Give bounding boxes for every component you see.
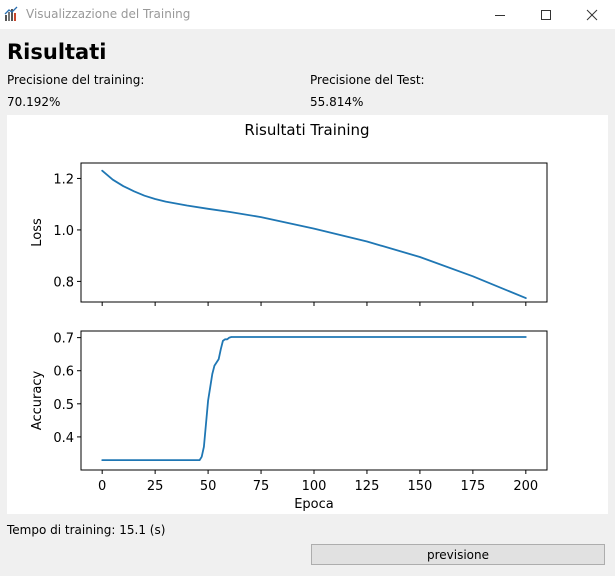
window-title: Visualizzazione del Training [26,7,191,21]
accuracy-plot: 0.4 0.5 0.6 0.7 0 25 50 75 100 125 150 175 200 Accura… [30,330,548,512]
ytick-label-1-0: 0.4 [53,431,74,446]
xtick-label-1-5: 125 [355,479,380,494]
test-accuracy-label: Precisione del Test: [310,73,425,87]
maximize-button[interactable] [523,0,569,29]
chart-title: Risultati Training [244,121,369,139]
plot-frame-1 [80,330,548,471]
close-icon [586,9,598,20]
ylabel-1: Accuracy [30,371,45,431]
ylabel-0: Loss [30,218,45,247]
xlabel-1: Epoca [294,497,334,512]
chart-panel: Risultati Training 0.8 1.0 1.2 Loss 0.4 0.5 0… [7,115,608,514]
xtick-label-1-4: 100 [302,479,327,494]
ytick-label-1-1: 0.5 [53,398,74,413]
xtick-label-1-1: 25 [147,479,164,494]
series-line-1-0 [101,336,527,462]
xtick-label-1-2: 50 [200,479,217,494]
xtick-label-1-8: 200 [513,479,538,494]
close-button[interactable] [569,0,615,29]
xtick-label-1-6: 150 [407,479,432,494]
maximize-icon [541,9,551,20]
plot-frame-0 [80,162,548,303]
ytick-label-1-2: 0.6 [53,365,74,380]
loss-plot: 0.8 1.0 1.2 Loss [30,162,548,306]
xtick-label-1-3: 75 [253,479,270,494]
title-bar: Visualizzazione del Training [0,0,615,29]
series-line-0-0 [101,169,527,300]
results-title: Risultati [7,40,107,64]
minimize-icon [495,14,505,16]
xtick-label-1-0: 0 [98,479,106,494]
test-accuracy-value: 55.814% [310,95,364,109]
ytick-label-0-0: 0.8 [53,275,74,290]
minimize-button[interactable] [477,0,523,29]
ytick-label-0-1: 1.0 [53,224,74,239]
training-time: Tempo di training: 15.1 (s) [7,523,166,537]
app-icon [4,6,18,21]
train-accuracy-label: Precisione del training: [7,73,145,87]
train-accuracy-value: 70.192% [7,95,61,109]
xtick-label-1-7: 175 [460,479,485,494]
ytick-label-0-2: 1.2 [53,172,74,187]
prediction-button[interactable]: previsione [311,544,605,565]
ytick-label-1-3: 0.7 [53,332,74,347]
